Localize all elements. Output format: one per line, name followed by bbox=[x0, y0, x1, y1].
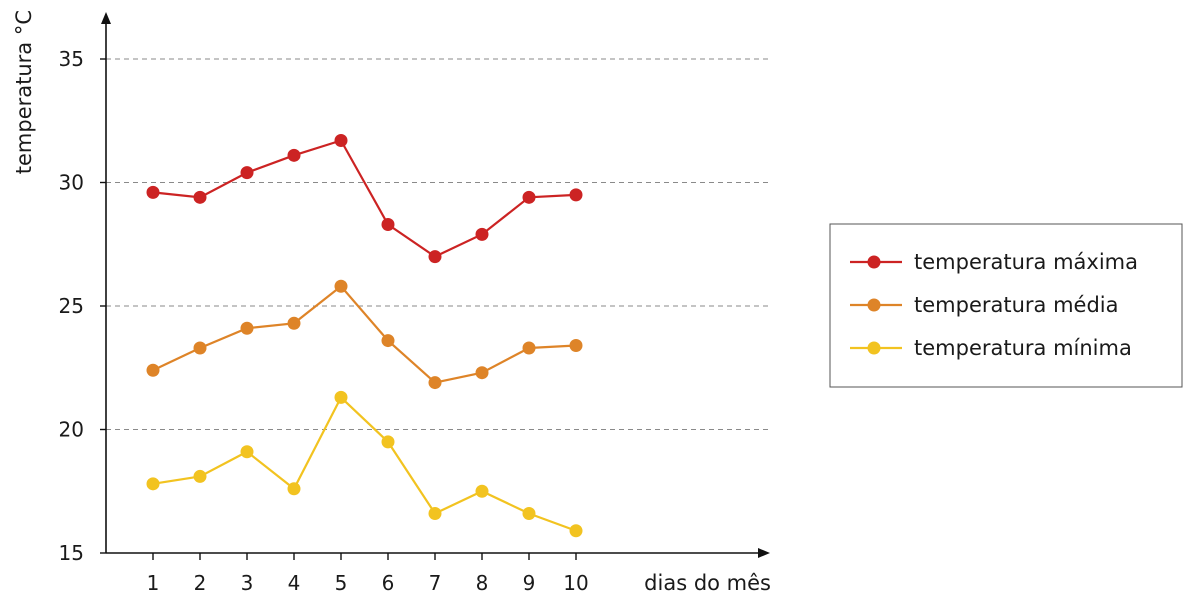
data-point bbox=[334, 134, 348, 148]
data-point bbox=[381, 217, 395, 231]
legend-label: temperatura máxima bbox=[914, 250, 1138, 274]
legend-swatch-marker bbox=[867, 255, 881, 269]
y-axis-arrow bbox=[101, 12, 111, 24]
y-tick-label: 20 bbox=[59, 418, 84, 442]
series-line bbox=[152, 139, 577, 258]
legend-swatch-marker bbox=[867, 298, 881, 312]
legend-item: temperatura média bbox=[850, 293, 1119, 317]
data-point bbox=[146, 477, 160, 491]
data-point bbox=[475, 227, 489, 241]
data-point bbox=[381, 435, 395, 449]
gridlines bbox=[106, 58, 770, 430]
data-point bbox=[522, 506, 536, 520]
series-3 bbox=[146, 390, 583, 538]
data-point bbox=[287, 148, 301, 162]
data-point bbox=[146, 363, 160, 377]
data-point bbox=[522, 341, 536, 355]
data-point bbox=[146, 185, 160, 199]
x-tick-label: 3 bbox=[241, 571, 254, 595]
data-point bbox=[569, 188, 583, 202]
legend-item: temperatura mínima bbox=[850, 336, 1132, 360]
data-point bbox=[193, 190, 207, 204]
data-point bbox=[428, 506, 442, 520]
y-tick-label: 30 bbox=[59, 171, 84, 195]
y-tick-label: 25 bbox=[59, 294, 84, 318]
data-point bbox=[287, 482, 301, 496]
data-point bbox=[287, 316, 301, 330]
x-tick-label: 7 bbox=[429, 571, 442, 595]
data-point bbox=[428, 250, 442, 264]
axes bbox=[101, 12, 770, 558]
x-tick-label: 2 bbox=[194, 571, 207, 595]
data-point bbox=[193, 341, 207, 355]
x-tick-label: 6 bbox=[382, 571, 395, 595]
data-point bbox=[569, 524, 583, 538]
x-tick-label: 1 bbox=[147, 571, 160, 595]
data-point bbox=[475, 366, 489, 380]
data-point bbox=[240, 321, 254, 335]
y-tick-label: 35 bbox=[59, 47, 84, 71]
data-point bbox=[381, 334, 395, 348]
legend: temperatura máxima temperatura média tempe… bbox=[829, 223, 1183, 388]
data-point bbox=[240, 445, 254, 459]
series-line bbox=[152, 284, 577, 384]
data-point bbox=[334, 279, 348, 293]
y-tick-label: 15 bbox=[59, 541, 84, 565]
x-tick-label: 8 bbox=[476, 571, 489, 595]
legend-label: temperatura mínima bbox=[914, 336, 1132, 360]
data-point bbox=[334, 390, 348, 404]
data-point bbox=[475, 484, 489, 498]
y-axis-title: temperatura °C bbox=[12, 10, 36, 174]
x-axis-title: dias do mês bbox=[644, 571, 771, 595]
series bbox=[146, 134, 583, 538]
series-1 bbox=[146, 134, 583, 264]
data-point bbox=[569, 339, 583, 353]
legend-item: temperatura máxima bbox=[850, 250, 1138, 274]
data-point bbox=[193, 469, 207, 483]
x-axis-arrow bbox=[758, 548, 770, 558]
legend-swatch-marker bbox=[867, 341, 881, 355]
x-tick-label: 5 bbox=[335, 571, 348, 595]
tick-labels: 15 20 25 30 35 1 2 3 4 5 6 7 8 9 10 bbox=[59, 47, 589, 595]
series-line bbox=[152, 395, 577, 532]
data-point bbox=[428, 376, 442, 390]
series-2 bbox=[146, 279, 583, 390]
x-tick-label: 4 bbox=[288, 571, 301, 595]
x-tick-label: 9 bbox=[523, 571, 536, 595]
data-point bbox=[240, 166, 254, 180]
legend-label: temperatura média bbox=[914, 293, 1119, 317]
x-tick-label: 10 bbox=[563, 571, 588, 595]
data-point bbox=[522, 190, 536, 204]
